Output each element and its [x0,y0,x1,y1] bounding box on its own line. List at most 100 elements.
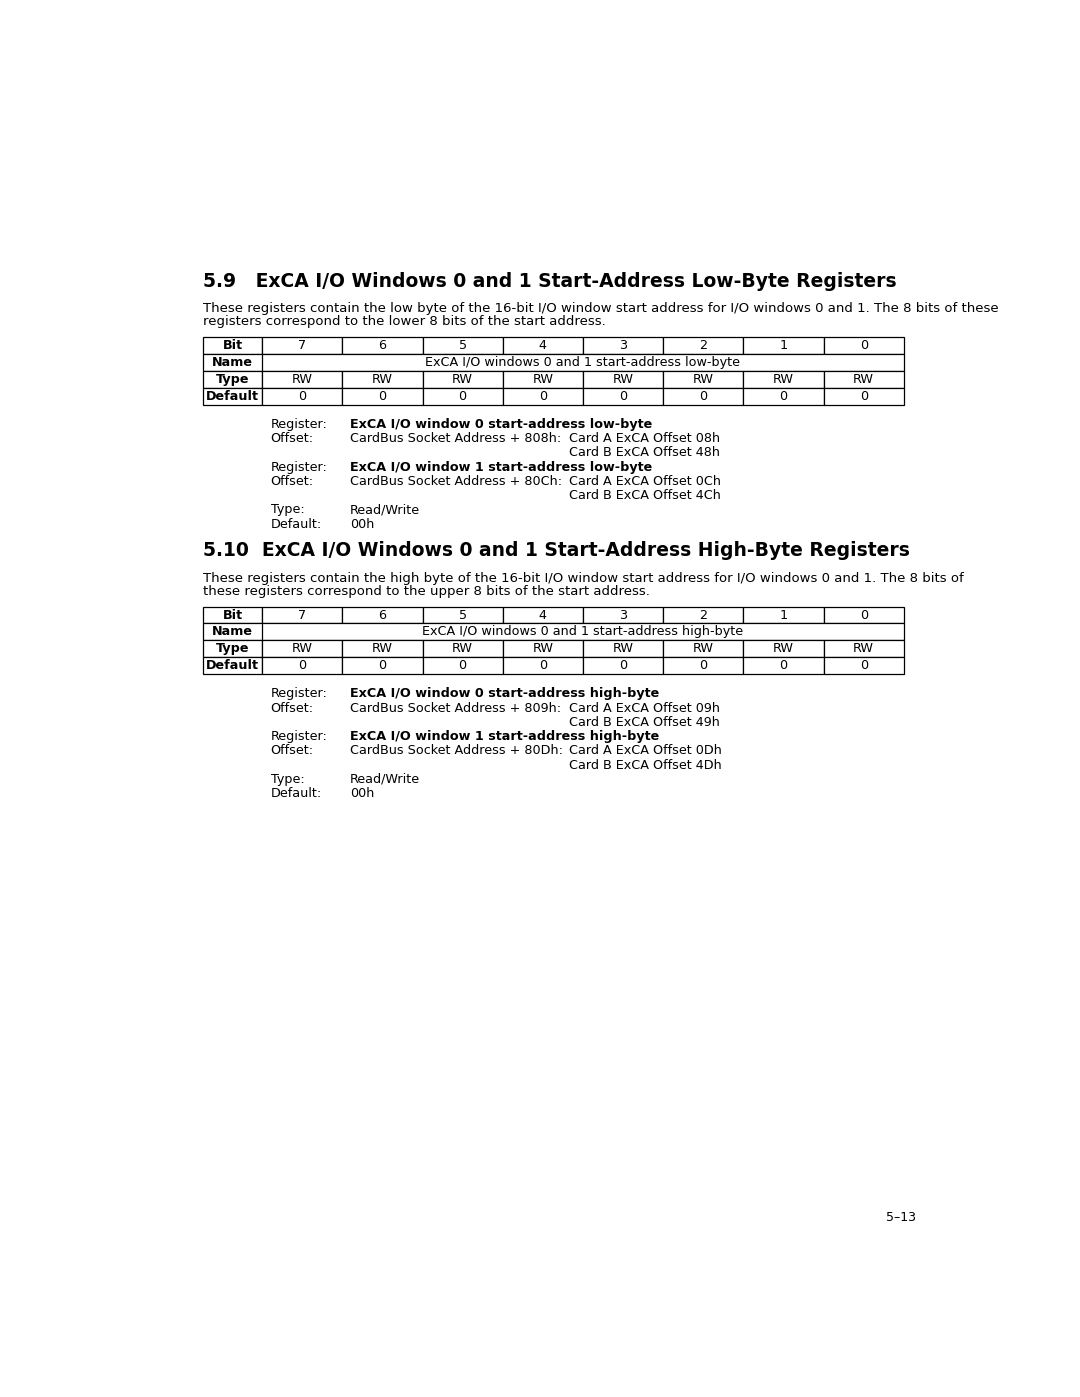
Text: RW: RW [453,373,473,386]
Text: 0: 0 [619,659,627,672]
Bar [502,388,583,405]
Text: Offset:: Offset: [271,432,314,446]
Text: CardBus Socket Address + 809h:: CardBus Socket Address + 809h: [350,701,561,715]
Text: 0: 0 [539,390,546,402]
Text: 5.10  ExCA I/O Windows 0 and 1 Start-Address High-Byte Registers: 5.10 ExCA I/O Windows 0 and 1 Start-Addr… [203,541,910,560]
Text: RW: RW [853,643,874,655]
Text: Register:: Register: [271,461,327,474]
Bar [342,606,422,623]
Bar [583,640,663,658]
Bar [743,372,824,388]
Text: 3: 3 [619,339,627,352]
Text: 0: 0 [378,390,387,402]
Text: CardBus Socket Address + 80Ch:: CardBus Socket Address + 80Ch: [350,475,562,488]
Bar [743,337,824,353]
Text: Card B ExCA Offset 49h: Card B ExCA Offset 49h [569,715,720,729]
Text: ExCA I/O window 1 start-address high-byte: ExCA I/O window 1 start-address high-byt… [350,731,659,743]
Text: Default: Default [206,390,259,402]
Bar [663,337,743,353]
Bar [203,388,262,405]
Bar [743,606,824,623]
Text: 5–13: 5–13 [887,1211,916,1224]
Bar [262,372,342,388]
Text: Register:: Register: [271,731,327,743]
Bar [342,337,422,353]
Text: 5.9   ExCA I/O Windows 0 and 1 Start-Address Low-Byte Registers: 5.9 ExCA I/O Windows 0 and 1 Start-Addre… [203,271,896,291]
Text: RW: RW [292,643,313,655]
Bar [502,640,583,658]
Text: Bit: Bit [222,339,243,352]
Text: 4: 4 [539,339,546,352]
Text: RW: RW [773,373,794,386]
Text: 0: 0 [699,659,707,672]
Text: These registers contain the high byte of the 16-bit I/O window start address for: These registers contain the high byte of… [203,571,964,585]
Bar [583,658,663,675]
Bar [262,388,342,405]
Text: RW: RW [292,373,313,386]
Bar [502,658,583,675]
Text: ExCA I/O windows 0 and 1 start-address low-byte: ExCA I/O windows 0 and 1 start-address l… [426,356,741,369]
Bar [743,640,824,658]
Bar [203,372,262,388]
Text: 00h: 00h [350,787,374,800]
Text: 0: 0 [298,659,307,672]
Bar [203,353,904,372]
Text: 0: 0 [619,390,627,402]
Text: 5: 5 [459,609,467,622]
Bar [262,640,342,658]
Text: Offset:: Offset: [271,475,314,488]
Bar [203,606,262,623]
Bar [422,658,502,675]
Text: Card B ExCA Offset 48h: Card B ExCA Offset 48h [569,447,720,460]
Text: Card A ExCA Offset 0Ch: Card A ExCA Offset 0Ch [569,475,721,488]
Bar [663,606,743,623]
Bar [743,658,824,675]
Text: Type: Type [216,373,249,386]
Bar [262,658,342,675]
Bar [824,372,904,388]
Text: 1: 1 [780,339,787,352]
Text: RW: RW [532,643,553,655]
Text: Default: Default [206,659,259,672]
Text: 6: 6 [378,339,387,352]
Text: 2: 2 [699,339,707,352]
Bar [262,337,342,353]
Text: Default:: Default: [271,787,322,800]
Text: Offset:: Offset: [271,701,314,715]
Text: 6: 6 [378,609,387,622]
Text: RW: RW [853,373,874,386]
Bar [583,372,663,388]
Text: RW: RW [372,373,393,386]
Text: RW: RW [532,373,553,386]
Bar [342,658,422,675]
Bar [422,337,502,353]
Text: 4: 4 [539,609,546,622]
Text: Read/Write: Read/Write [350,773,420,787]
Text: registers correspond to the lower 8 bits of the start address.: registers correspond to the lower 8 bits… [203,316,606,328]
Text: Register:: Register: [271,418,327,430]
Text: 0: 0 [860,609,867,622]
Text: 5: 5 [459,339,467,352]
Text: Card A ExCA Offset 09h: Card A ExCA Offset 09h [569,701,720,715]
Bar [342,388,422,405]
Bar [422,372,502,388]
Bar [422,388,502,405]
Text: Type: Type [216,643,249,655]
Bar [342,640,422,658]
Text: Card B ExCA Offset 4Dh: Card B ExCA Offset 4Dh [569,759,721,771]
Text: RW: RW [372,643,393,655]
Bar [824,658,904,675]
Text: 7: 7 [298,339,307,352]
Text: 2: 2 [699,609,707,622]
Bar [262,606,342,623]
Text: Type:: Type: [271,503,305,517]
Bar [502,372,583,388]
Text: Name: Name [212,626,253,638]
Text: RW: RW [612,373,634,386]
Text: 0: 0 [699,390,707,402]
Bar [663,372,743,388]
Text: Card A ExCA Offset 08h: Card A ExCA Offset 08h [569,432,720,446]
Bar [824,606,904,623]
Text: 0: 0 [298,390,307,402]
Text: RW: RW [692,373,714,386]
